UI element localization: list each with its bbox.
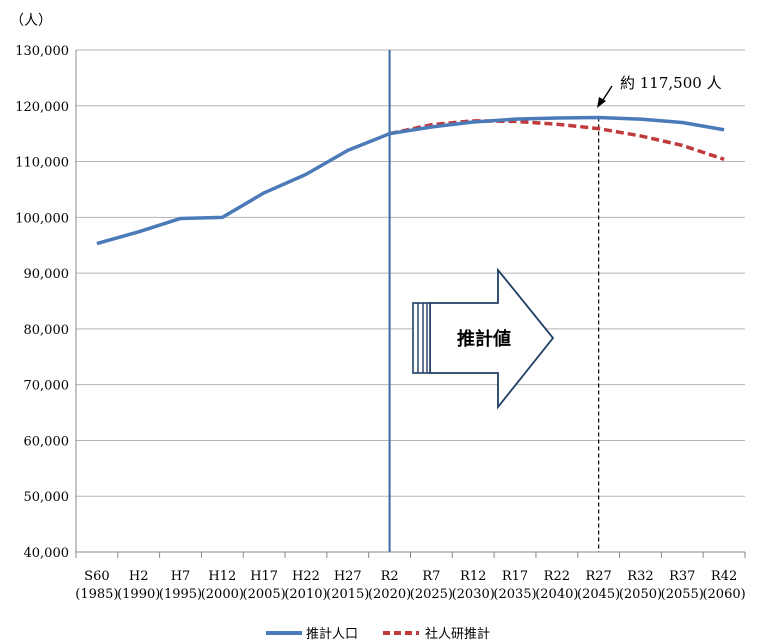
x-tick-label-era: R37 — [669, 569, 695, 584]
x-tick-label-era: S60 — [84, 569, 109, 584]
y-tick-label: 110,000 — [15, 156, 69, 171]
series-lines — [96, 115, 725, 246]
x-tick-label-era: H22 — [292, 569, 320, 584]
x-tick-label-year: (2010) — [284, 587, 327, 602]
y-tick-label: 120,000 — [15, 100, 69, 115]
x-tick-label-era: H17 — [250, 569, 278, 584]
y-tick-label: 100,000 — [15, 211, 69, 226]
x-tick-label-era: H12 — [208, 569, 236, 584]
x-tick-label-year: (1995) — [159, 587, 202, 602]
gridlines — [75, 49, 745, 553]
y-axis-unit: （人） — [10, 13, 52, 29]
x-tick-label-year: (2020) — [368, 587, 411, 602]
x-tick-label-era: R27 — [585, 569, 611, 584]
x-tick-label-era: H2 — [129, 569, 149, 584]
x-tick-label-year: (2060) — [702, 587, 745, 602]
x-tick-label-era: H7 — [171, 569, 191, 584]
x-tick-label-year: (2005) — [243, 587, 286, 602]
x-tick-label-year: (2045) — [577, 587, 620, 602]
x-tick-label-era: R22 — [544, 569, 570, 584]
x-tick-label-era: H27 — [334, 569, 362, 584]
y-tick-label: 60,000 — [24, 434, 70, 449]
x-tick-label-era: R12 — [460, 569, 486, 584]
forecast-arrow-tail — [412, 302, 431, 374]
x-tick-label-year: (2035) — [493, 587, 536, 602]
x-tick-label-year: (2055) — [661, 587, 704, 602]
forecast-arrow: 推計値 — [412, 267, 555, 410]
x-tick-label-era: R2 — [381, 569, 399, 584]
x-tick-label-era: R17 — [502, 569, 528, 584]
y-tick-label: 130,000 — [15, 44, 69, 59]
y-tick-label: 50,000 — [24, 490, 70, 505]
x-tick-label-era: R42 — [711, 569, 737, 584]
forecast-label: 推計値 — [457, 328, 511, 350]
legend-label-estimated: 推計人口 — [306, 626, 358, 642]
x-tick-label-year: (2015) — [326, 587, 369, 602]
legend-label-ipss: 社人研推計 — [425, 626, 490, 642]
x-tick-label-era: R7 — [422, 569, 440, 584]
x-tick-label-year: (1990) — [117, 587, 160, 602]
y-axis-ticks: 130,000 120,000 110,000 100,000 90,000 80,000… — [15, 44, 69, 561]
peak-annotation: 約 117,500 人 — [597, 74, 722, 108]
x-tick-label-year: (2030) — [452, 587, 495, 602]
x-tick-label-year: (1985) — [75, 587, 118, 602]
legend: 推計人口 社人研推計 — [266, 626, 490, 642]
x-axis-ticks: S60 (1985) H2 (1990) H7 (1995) H12 (2000) H17 (20… — [75, 552, 746, 602]
x-tick-label-year: (2000) — [201, 587, 244, 602]
y-tick-label: 40,000 — [24, 546, 70, 561]
x-tick-label-year: (2050) — [619, 587, 662, 602]
peak-annotation-arrowhead — [597, 97, 606, 108]
series-line-estimated — [96, 115, 725, 246]
y-tick-label: 70,000 — [24, 379, 70, 394]
peak-label: 約 117,500 人 — [620, 74, 722, 92]
x-tick-label-era: R32 — [627, 569, 653, 584]
y-tick-label: 80,000 — [24, 323, 70, 338]
forecast-arrow-shape — [429, 267, 555, 410]
y-tick-label: 90,000 — [24, 267, 70, 282]
x-tick-label-year: (2025) — [410, 587, 453, 602]
x-tick-label-year: (2040) — [535, 587, 578, 602]
series-line-ipss — [389, 119, 725, 161]
